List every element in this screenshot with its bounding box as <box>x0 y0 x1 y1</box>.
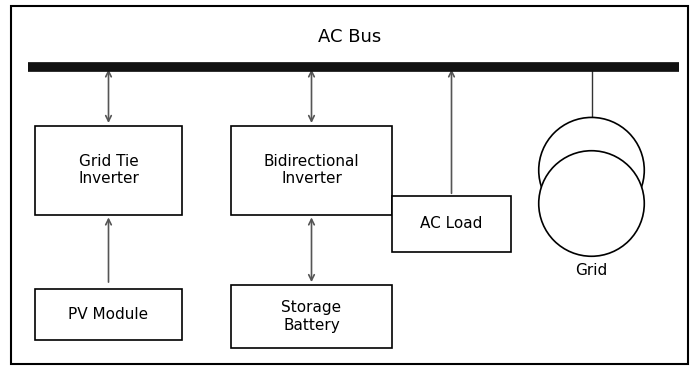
Bar <box>231 126 392 215</box>
Text: AC Load: AC Load <box>420 216 483 231</box>
Text: PV Module: PV Module <box>69 307 148 322</box>
Bar <box>35 289 182 340</box>
Bar <box>392 196 511 252</box>
Bar <box>231 285 392 348</box>
Ellipse shape <box>539 151 644 256</box>
Bar <box>35 126 182 215</box>
Text: Storage
Battery: Storage Battery <box>281 300 342 333</box>
Text: Bidirectional
Inverter: Bidirectional Inverter <box>264 154 359 186</box>
Text: Grid: Grid <box>575 263 608 278</box>
Text: AC Bus: AC Bus <box>318 28 382 46</box>
Text: Grid Tie
Inverter: Grid Tie Inverter <box>78 154 139 186</box>
Ellipse shape <box>539 117 644 223</box>
